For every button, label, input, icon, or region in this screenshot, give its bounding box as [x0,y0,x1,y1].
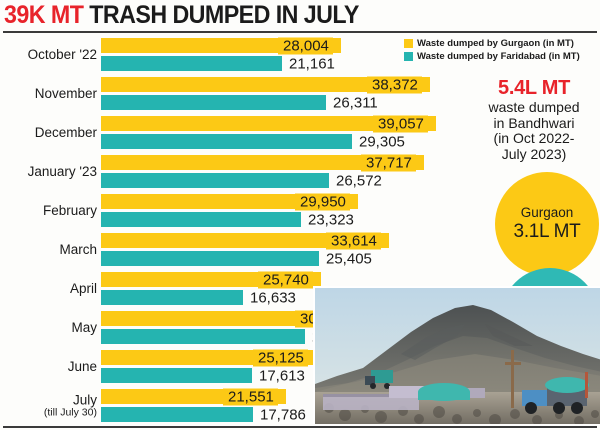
bar-row: 37,717 [101,154,514,171]
bar-faridabad [101,329,305,344]
bar-value-label: 25,740 [258,271,313,288]
bar-row: 17,613 [101,367,342,384]
legend-label-faridabad: Waste dumped by Faridabad (in MT) [417,51,580,62]
bar-value-label: 39,057 [373,115,428,132]
legend-item-gurgaon: Waste dumped by Gurgaon (in MT) [404,38,596,49]
bar-faridabad [101,290,243,305]
month-label-note: (till July 30) [43,406,97,419]
bar-row: 25,125 [101,349,406,366]
bar-chart: October '22 28,004 21,161 November 38,372 26,… [0,34,600,426]
landfill-photo [313,286,600,424]
gurgaon-circle-name: Gurgaon [520,204,574,220]
bar-gurgaon [101,77,430,92]
bar-row: 17,786 [101,406,343,423]
bar-row: 38,372 [101,76,520,93]
legend-label-gurgaon: Waste dumped by Gurgaon (in MT) [417,38,574,49]
bandhwari-line-4: July 2023) [501,146,567,163]
bar-value-label: 33,614 [326,232,381,249]
bar-value-label: 28,004 [278,37,333,54]
bar-value-label: 29,305 [354,133,409,150]
bandhwari-line-1: waste dumped [488,99,580,115]
bar-gurgaon [101,116,436,131]
bar-value-label: 25,125 [253,349,308,366]
bar-row: 21,161 [101,55,372,72]
header-divider [3,31,597,33]
month-label: October '22 [27,46,97,62]
bar-row: 28,004 [101,37,431,54]
bar-faridabad [101,56,282,71]
page-header: 39K MT TRASH DUMPED IN JULY [0,0,600,30]
landfill-photo-illustration [315,288,600,424]
bandhwari-total-value: 5.4L MT [498,77,570,99]
bar-row: 39,057 [101,115,526,132]
bar-value-label: 16,633 [245,289,300,306]
legend-swatch-faridabad-icon [404,52,413,61]
bar-faridabad [101,368,252,383]
bar-gurgaon [101,233,389,248]
month-label: February [42,202,97,218]
month-label: March [59,241,97,257]
bar-row: 21,551 [101,388,376,405]
bar-value-label: 17,613 [254,367,309,384]
bar-value-label: 37,717 [361,154,416,171]
bar-group: June 25,125 17,613 [0,349,600,384]
gurgaon-circle-value: 3.1L MT [513,220,581,242]
bar-row: 29,950 [101,193,448,210]
month-label: November [34,85,97,101]
footer-divider [3,426,597,428]
bar-value-label: 26,572 [331,172,386,189]
month-label: July (till July 30) [43,391,97,419]
bar-faridabad [101,173,329,188]
bandhwari-line-3: (in Oct 2022- [493,130,575,147]
month-label: December [34,124,97,140]
bar-value-label: 21,551 [223,388,278,405]
bar-group: November 38,372 26,311 [0,76,600,111]
page-title: 39K MT TRASH DUMPED IN JULY [4,0,359,29]
bandhwari-callout: 5.4L MT waste dumped in Bandhwari (in Oc… [470,78,598,163]
bar-value-label: 21,161 [284,55,339,72]
bar-faridabad [101,407,253,422]
bar-faridabad [101,95,326,110]
month-label: May [71,319,97,335]
bar-value-label: 17,786 [255,406,310,423]
bar-group: July (till July 30) 21,551 17,786 [0,388,600,423]
bar-group: April 25,740 16,633 [0,271,600,306]
bar-gurgaon [101,311,358,326]
legend-swatch-gurgaon-icon [404,39,413,48]
bar-row: 16,633 [101,289,333,306]
bar-gurgaon [101,155,424,170]
gurgaon-total-circle: Gurgaon 3.1L MT [495,172,599,276]
bar-faridabad [101,251,319,266]
month-label: January '23 [27,163,97,179]
bar-group: October '22 28,004 21,161 [0,37,600,72]
bar-row: 26,311 [101,94,416,111]
bar-group: March 33,614 25,405 [0,232,600,267]
bar-value-label: 38,372 [367,76,422,93]
chart-legend: Waste dumped by Gurgaon (in MT) Waste du… [404,38,596,64]
month-label: April [69,280,97,296]
month-label: June [67,358,97,374]
bar-group: December 39,057 29,305 [0,115,600,150]
bar-group: February 29,950 23,323 [0,193,600,228]
bandhwari-line-2: in Bandhwari [493,114,575,131]
bar-row: 23,323 [101,211,391,228]
bar-value-label: 23,323 [303,211,358,228]
bar-row: 25,740 [101,271,411,288]
bar-gurgaon [101,194,358,209]
legend-item-faridabad: Waste dumped by Faridabad (in MT) [404,51,596,62]
page-title-rest: TRASH DUMPED IN JULY [89,0,359,29]
bar-faridabad [101,134,352,149]
page-title-highlight: 39K MT [4,0,84,29]
bar-value-label: 29,950 [295,193,350,210]
bar-row: 26,572 [101,172,419,189]
bar-row: 25,405 [101,250,409,267]
bar-row: 33,614 [101,232,479,249]
bar-group: January '23 37,717 26,572 [0,154,600,189]
bar-value-label: 25,405 [321,250,376,267]
bar-value-label: 26,311 [328,94,382,111]
bar-faridabad [101,212,301,227]
bar-row: 29,305 [101,133,442,150]
